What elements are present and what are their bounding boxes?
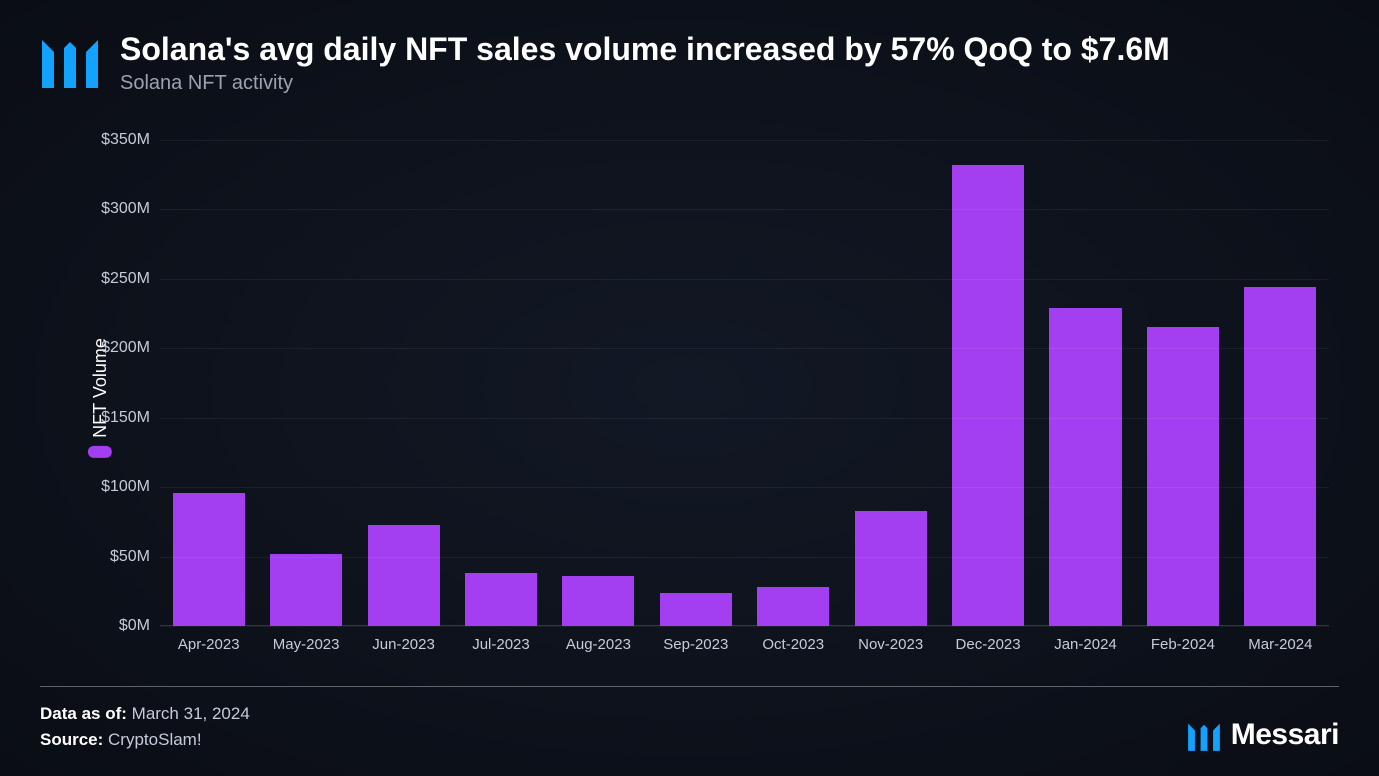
bar bbox=[1244, 287, 1316, 626]
data-as-of-value: March 31, 2024 bbox=[132, 704, 250, 723]
grid-line bbox=[160, 348, 1329, 349]
x-tick-label: May-2023 bbox=[273, 636, 340, 653]
messari-logo-icon bbox=[40, 30, 100, 90]
y-tick-label: $300M bbox=[101, 200, 150, 218]
bar bbox=[1147, 327, 1219, 626]
data-as-of-label: Data as of: bbox=[40, 704, 127, 723]
source-label: Source: bbox=[40, 730, 103, 749]
bar bbox=[1049, 308, 1121, 626]
bar-slot: Jan-2024 bbox=[1037, 140, 1134, 626]
x-tick-label: Mar-2024 bbox=[1248, 636, 1312, 653]
bar-slot: Jul-2023 bbox=[452, 140, 549, 626]
x-tick-label: Jun-2023 bbox=[372, 636, 435, 653]
grid-line bbox=[160, 140, 1329, 141]
bar bbox=[465, 573, 537, 626]
bar-slot: Dec-2023 bbox=[939, 140, 1036, 626]
x-tick-label: Sep-2023 bbox=[663, 636, 728, 653]
chart-area: NFT Volume Apr-2023May-2023Jun-2023Jul-2… bbox=[40, 130, 1339, 666]
x-tick-label: Aug-2023 bbox=[566, 636, 631, 653]
plot-region: Apr-2023May-2023Jun-2023Jul-2023Aug-2023… bbox=[160, 140, 1329, 626]
y-tick-label: $200M bbox=[101, 339, 150, 357]
bar bbox=[855, 511, 927, 626]
chart-subtitle: Solana NFT activity bbox=[120, 72, 1339, 95]
bar bbox=[270, 554, 342, 626]
bar-slot: Feb-2024 bbox=[1134, 140, 1231, 626]
messari-logo-icon bbox=[1187, 718, 1221, 752]
grid-line bbox=[160, 626, 1329, 627]
y-tick-label: $100M bbox=[101, 478, 150, 496]
source-value: CryptoSlam! bbox=[108, 730, 202, 749]
grid-line bbox=[160, 487, 1329, 488]
y-tick-label: $350M bbox=[101, 131, 150, 149]
grid-line bbox=[160, 279, 1329, 280]
x-tick-label: Jan-2024 bbox=[1054, 636, 1117, 653]
y-tick-label: $150M bbox=[101, 409, 150, 427]
y-tick-label: $0M bbox=[119, 617, 150, 635]
bar bbox=[562, 576, 634, 626]
bar bbox=[173, 493, 245, 626]
grid-line bbox=[160, 209, 1329, 210]
bar-slot: Oct-2023 bbox=[745, 140, 842, 626]
bar-slot: Aug-2023 bbox=[550, 140, 647, 626]
bar-slot: Mar-2024 bbox=[1232, 140, 1329, 626]
x-tick-label: Nov-2023 bbox=[858, 636, 923, 653]
grid-line bbox=[160, 557, 1329, 558]
footer: Data as of: March 31, 2024 Source: Crypt… bbox=[40, 686, 1339, 752]
grid-line bbox=[160, 418, 1329, 419]
brand: Messari bbox=[1187, 718, 1339, 752]
bar-slot: May-2023 bbox=[257, 140, 354, 626]
footer-divider bbox=[40, 686, 1339, 687]
x-tick-label: Dec-2023 bbox=[956, 636, 1021, 653]
x-tick-label: Apr-2023 bbox=[178, 636, 240, 653]
bar bbox=[757, 587, 829, 626]
bars-container: Apr-2023May-2023Jun-2023Jul-2023Aug-2023… bbox=[160, 140, 1329, 626]
x-tick-label: Oct-2023 bbox=[762, 636, 824, 653]
x-tick-label: Jul-2023 bbox=[472, 636, 530, 653]
bar bbox=[660, 593, 732, 626]
header: Solana's avg daily NFT sales volume incr… bbox=[0, 0, 1379, 105]
y-tick-label: $50M bbox=[110, 548, 150, 566]
bar-slot: Jun-2023 bbox=[355, 140, 452, 626]
chart-title: Solana's avg daily NFT sales volume incr… bbox=[120, 30, 1339, 68]
bar bbox=[368, 525, 440, 626]
legend-swatch-icon bbox=[88, 446, 112, 458]
y-tick-label: $250M bbox=[101, 270, 150, 288]
bar-slot: Nov-2023 bbox=[842, 140, 939, 626]
bar-slot: Apr-2023 bbox=[160, 140, 257, 626]
bar-slot: Sep-2023 bbox=[647, 140, 744, 626]
x-tick-label: Feb-2024 bbox=[1151, 636, 1215, 653]
footer-meta: Data as of: March 31, 2024 Source: Crypt… bbox=[40, 701, 250, 752]
brand-name: Messari bbox=[1231, 718, 1339, 752]
